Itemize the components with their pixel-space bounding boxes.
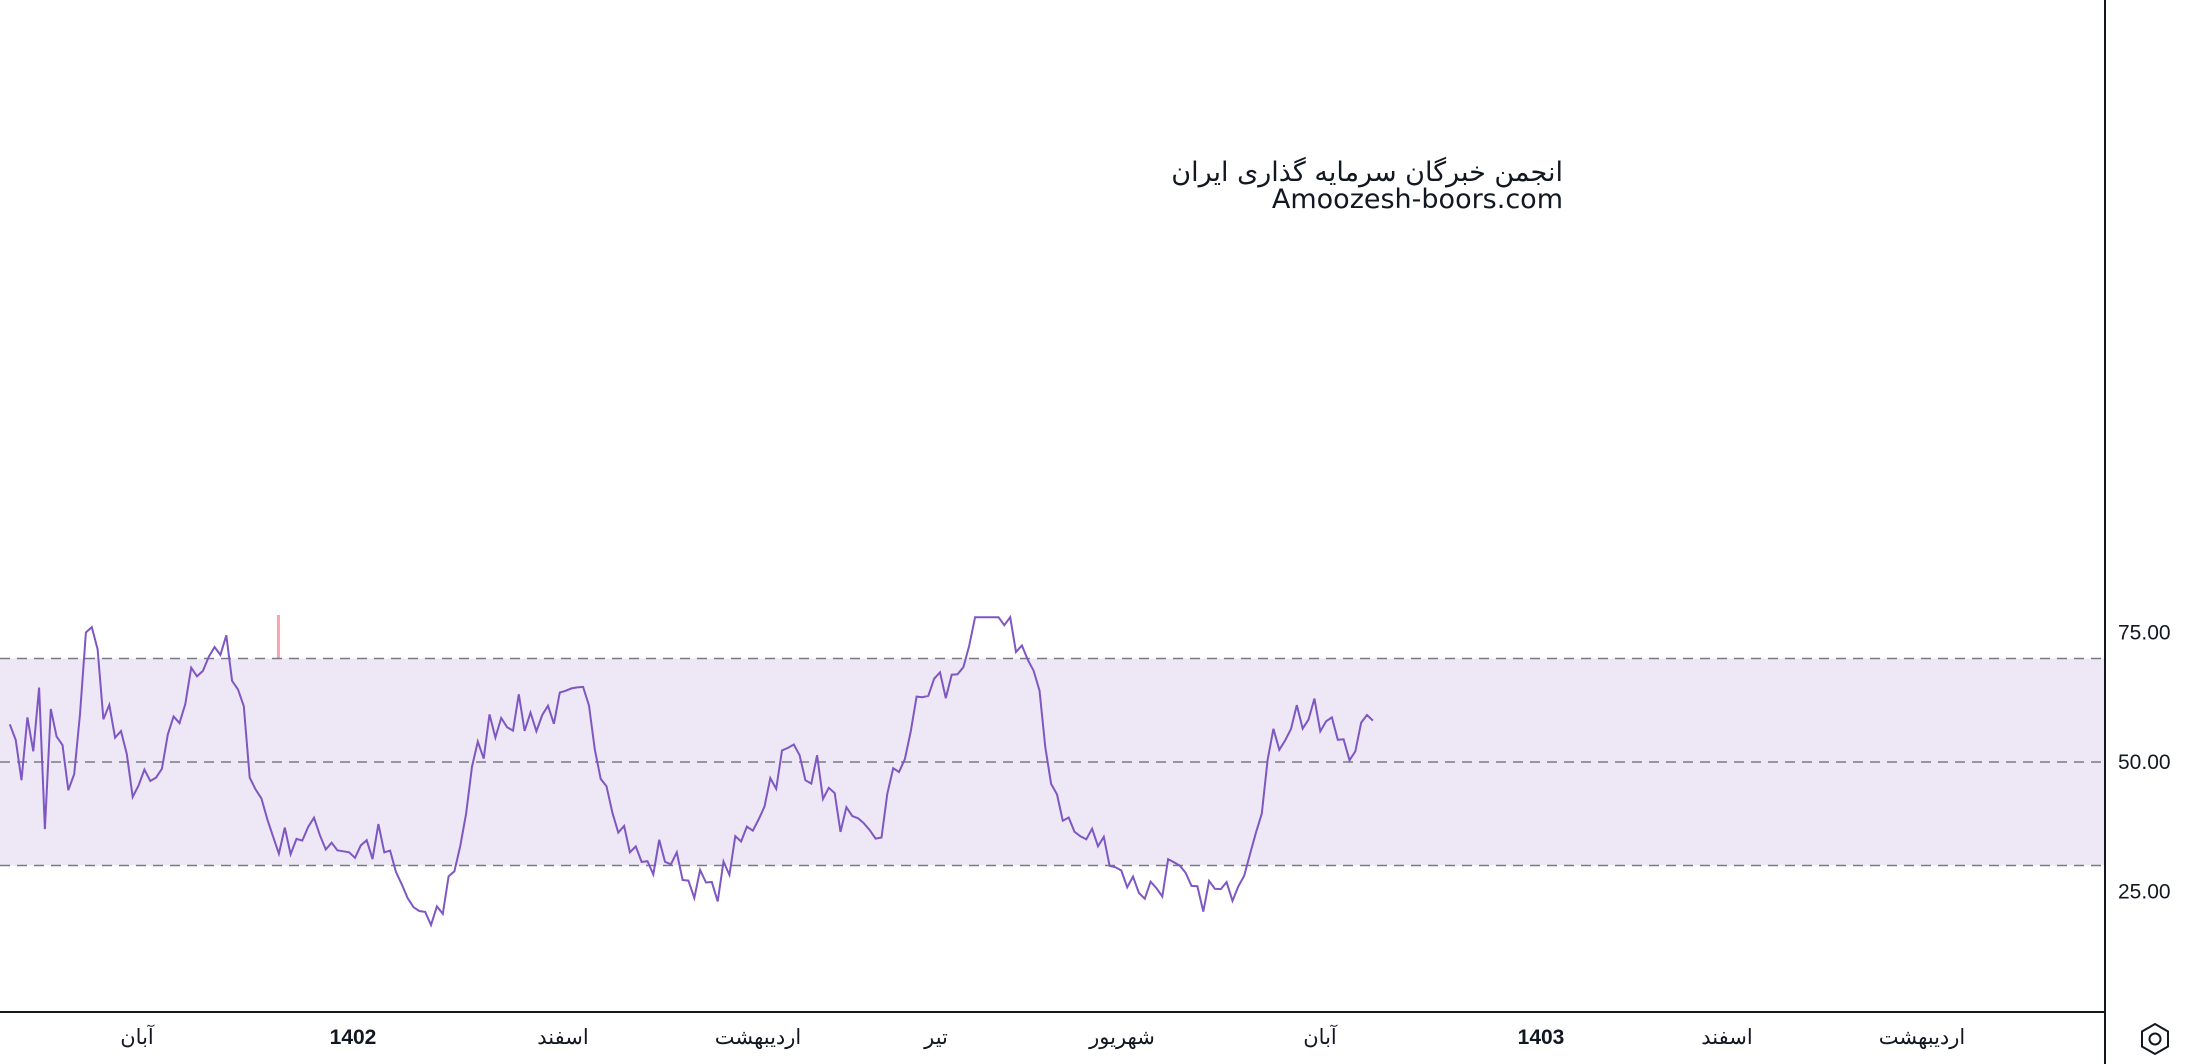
time-tick-label: آبان bbox=[120, 1023, 155, 1049]
rsi-line bbox=[8, 614, 1374, 928]
time-tick-label: آبان bbox=[1303, 1023, 1338, 1049]
time-tick-label: اردیبهشت bbox=[715, 1026, 802, 1050]
time-tick-label: 1402 bbox=[330, 1026, 377, 1049]
time-tick-label: شهریور bbox=[1088, 1026, 1155, 1050]
time-tick-label: تیر bbox=[923, 1026, 948, 1050]
watermark-site: Amoozesh-boors.com bbox=[1272, 184, 1563, 215]
time-tick-label: اسفند bbox=[537, 1026, 588, 1049]
time-tick-label: 1403 bbox=[1518, 1026, 1565, 1049]
rsi-tick-label: 50.00 bbox=[2118, 751, 2171, 774]
rsi-tick-label: 75.00 bbox=[2118, 622, 2171, 645]
rsi-axis[interactable]: 75.00 50.00 25.00 bbox=[2118, 622, 2171, 904]
watermark-title: انجمن خبرگان سرمایه گذاری ایران bbox=[1171, 156, 1563, 188]
rsi-levels bbox=[0, 657, 2105, 867]
time-tick-label: اسفند bbox=[1701, 1026, 1752, 1049]
time-axis[interactable]: آبان 1402 اسفند اردیبهشت تیر شهریور آبان 1403 اس… bbox=[120, 1023, 1965, 1050]
settings-icon[interactable] bbox=[2141, 1022, 2169, 1056]
time-tick-label: اردیبهشت bbox=[1879, 1026, 1966, 1050]
rsi-tick-label: 25.00 bbox=[2118, 880, 2171, 903]
